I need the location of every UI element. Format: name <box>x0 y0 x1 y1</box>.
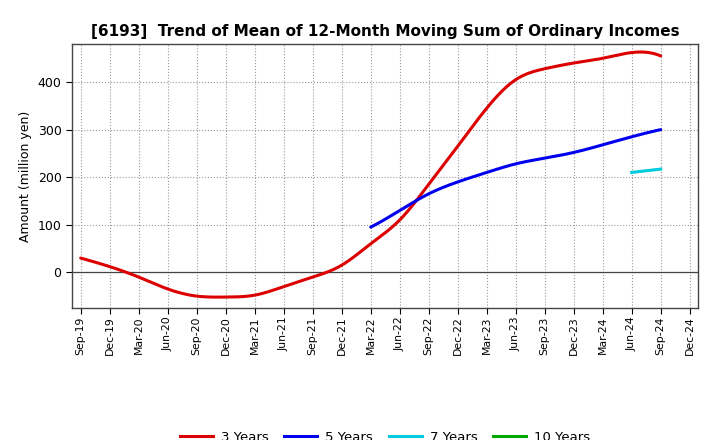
Legend: 3 Years, 5 Years, 7 Years, 10 Years: 3 Years, 5 Years, 7 Years, 10 Years <box>175 425 595 440</box>
Title: [6193]  Trend of Mean of 12-Month Moving Sum of Ordinary Incomes: [6193] Trend of Mean of 12-Month Moving … <box>91 24 680 39</box>
Y-axis label: Amount (million yen): Amount (million yen) <box>19 110 32 242</box>
